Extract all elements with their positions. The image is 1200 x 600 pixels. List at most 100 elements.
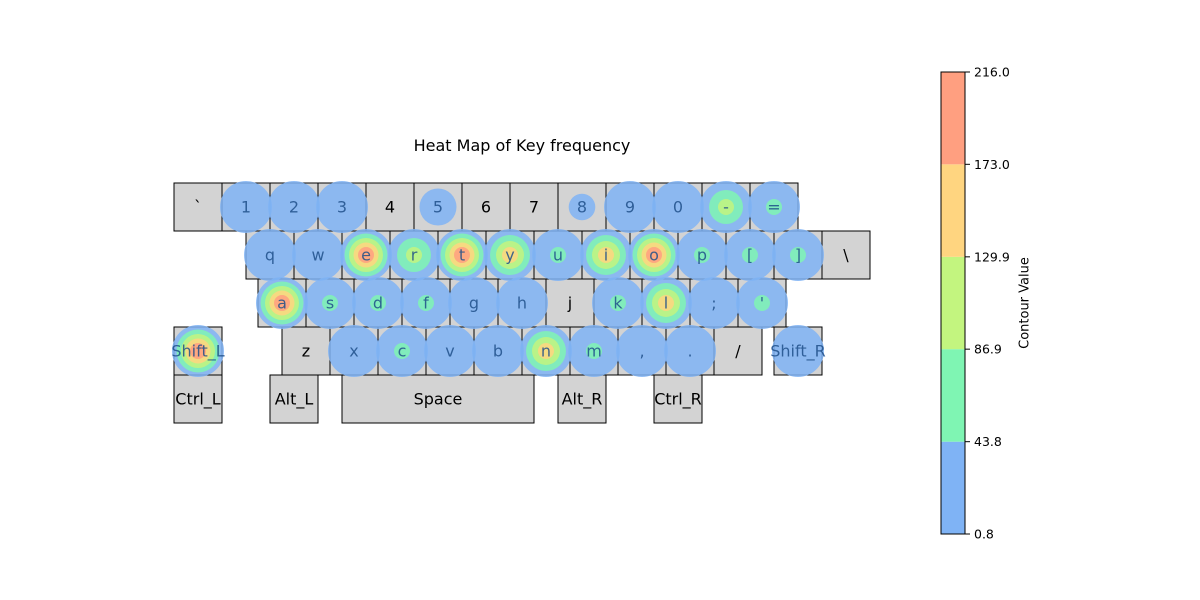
key-z bbox=[281, 326, 331, 376]
colorbar-tick-label: 173.0 bbox=[974, 157, 1010, 172]
heat-level-1 bbox=[610, 295, 626, 311]
key-label-p: p bbox=[697, 246, 707, 265]
key-ctrl-l bbox=[173, 374, 223, 424]
key-label-comma: , bbox=[639, 342, 644, 361]
key-label-rbracket: ] bbox=[795, 246, 801, 265]
key-label-b: b bbox=[493, 342, 503, 361]
key-slash bbox=[713, 326, 763, 376]
heat-level-0 bbox=[424, 325, 476, 377]
key-7 bbox=[509, 182, 559, 232]
key-label-y: y bbox=[505, 246, 514, 265]
colorbar-tick-label: 129.9 bbox=[974, 249, 1010, 264]
heat-level-0 bbox=[244, 229, 296, 281]
key-label-7: 7 bbox=[529, 198, 539, 217]
heat-level-4 bbox=[646, 247, 662, 263]
heat-level-0 bbox=[664, 325, 716, 377]
key-label-layer: ` 1 2 3 4 5 6 7 8 9 0 - = q w e r t y u i o p [] \ a s d f g h j k l; ' Shi… bbox=[171, 198, 849, 410]
heat-blob-shift-l bbox=[172, 325, 224, 377]
key-backslash bbox=[821, 230, 871, 280]
key-label-shift-r: Shift_R bbox=[770, 342, 825, 362]
heat-blob-y bbox=[484, 229, 536, 281]
heat-level-3 bbox=[598, 247, 614, 263]
key-label-k: k bbox=[613, 294, 623, 313]
key-alt-r bbox=[557, 374, 607, 424]
heat-level-1 bbox=[550, 247, 566, 263]
key-label-quote: ' bbox=[760, 294, 764, 313]
heat-level-3 bbox=[502, 247, 518, 263]
colorbar-tick-label: 86.9 bbox=[974, 342, 1002, 357]
key-label-space: Space bbox=[414, 390, 463, 409]
key-label-v: v bbox=[445, 342, 454, 361]
heat-blob-5 bbox=[419, 188, 457, 226]
heat-blob-shift-r bbox=[772, 325, 824, 377]
heat-blob-g bbox=[448, 277, 500, 329]
key-label-j: j bbox=[567, 294, 572, 313]
key-space bbox=[341, 374, 535, 424]
heat-level-1 bbox=[586, 343, 602, 359]
key-label-ctrl-l: Ctrl_L bbox=[175, 390, 220, 410]
heat-blob-comma bbox=[616, 325, 668, 377]
heat-blob-8 bbox=[568, 193, 596, 221]
key-label-d: d bbox=[373, 294, 383, 313]
key-label-5: 5 bbox=[433, 198, 443, 217]
heat-level-0 bbox=[604, 181, 656, 233]
heat-blob-k bbox=[592, 277, 644, 329]
heat-blob-b bbox=[472, 325, 524, 377]
heat-level-1 bbox=[418, 295, 434, 311]
key-label-period: . bbox=[687, 342, 692, 361]
key-label-m: m bbox=[586, 342, 602, 361]
key-label-3: 3 bbox=[337, 198, 347, 217]
heat-blob-a bbox=[256, 277, 308, 329]
colorbar-band-4 bbox=[941, 72, 965, 165]
key-label-q: q bbox=[265, 246, 275, 265]
heat-level-1 bbox=[766, 199, 782, 215]
colorbar-band-3 bbox=[941, 164, 965, 257]
key-label-g: g bbox=[469, 294, 479, 313]
heat-blob-o bbox=[628, 229, 680, 281]
heat-level-3 bbox=[658, 295, 674, 311]
heat-blob-v bbox=[424, 325, 476, 377]
key-label-2: 2 bbox=[289, 198, 299, 217]
heat-level-0 bbox=[419, 188, 457, 226]
heat-blob-minus bbox=[700, 181, 752, 233]
key-label-semicolon: ; bbox=[711, 294, 716, 313]
heat-blob-h bbox=[496, 277, 548, 329]
heat-blob-quote bbox=[736, 277, 788, 329]
colorbar-tick-label: 216.0 bbox=[974, 65, 1010, 80]
key-backtick bbox=[173, 182, 223, 232]
heat-level-0 bbox=[220, 181, 272, 233]
heat-level-0 bbox=[616, 325, 668, 377]
key-label-9: 9 bbox=[625, 198, 635, 217]
key-label-shift-l: Shift_L bbox=[171, 342, 224, 362]
heat-level-4 bbox=[274, 295, 290, 311]
heat-level-4 bbox=[358, 247, 374, 263]
key-label-ctrl-r: Ctrl_R bbox=[654, 390, 702, 410]
heat-blob-semicolon bbox=[688, 277, 740, 329]
key-label-0: 0 bbox=[673, 198, 683, 217]
key-ctrl-r bbox=[653, 374, 703, 424]
key-label-equals: = bbox=[767, 198, 780, 217]
heat-blob-d bbox=[352, 277, 404, 329]
key-label-o: o bbox=[649, 246, 659, 265]
key-label-alt-r: Alt_R bbox=[562, 390, 603, 410]
key-label-n: n bbox=[541, 342, 551, 361]
heat-blob-u bbox=[532, 229, 584, 281]
key-label-lbracket: [ bbox=[747, 246, 753, 265]
heat-level-0 bbox=[772, 325, 824, 377]
heat-blob-e bbox=[340, 229, 392, 281]
heat-blob-c bbox=[376, 325, 428, 377]
key-label-backtick: ` bbox=[194, 198, 202, 217]
heat-blob-lbracket bbox=[724, 229, 776, 281]
heat-level-1 bbox=[754, 295, 770, 311]
key-label-s: s bbox=[326, 294, 334, 313]
key-label-l: l bbox=[664, 294, 668, 313]
heat-blob-rbracket bbox=[772, 229, 824, 281]
heat-level-0 bbox=[268, 181, 320, 233]
heat-blob-w bbox=[292, 229, 344, 281]
key-label-slash: / bbox=[735, 342, 741, 361]
heat-blob-i bbox=[580, 229, 632, 281]
key-label-x: x bbox=[349, 342, 358, 361]
heat-blob-3 bbox=[316, 181, 368, 233]
key-label-8: 8 bbox=[577, 198, 587, 217]
